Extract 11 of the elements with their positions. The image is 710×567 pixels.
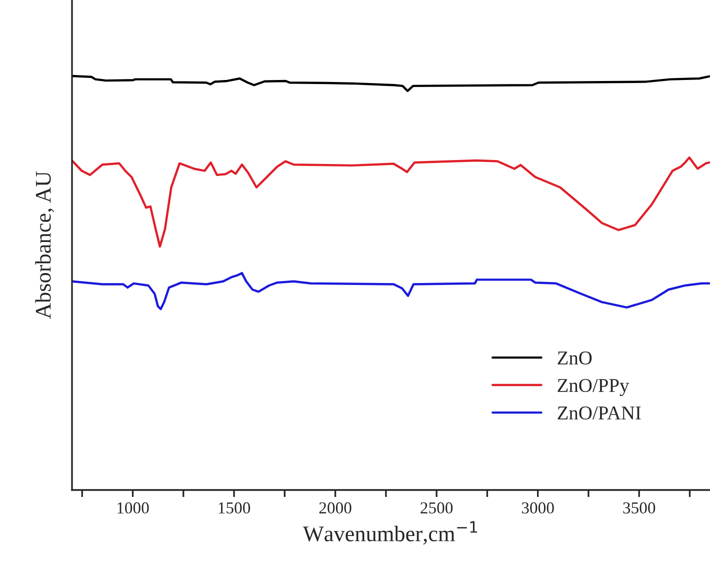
x-tick-label: 2000 — [319, 502, 352, 514]
x-tick-label: 1000 — [118, 502, 149, 514]
legend-label: ZnO — [558, 351, 592, 365]
legend-label: ZnO/PANI — [558, 406, 641, 420]
legend-label: ZnO/PPy — [558, 378, 630, 396]
x-axis-title: Wavenumber,cm$^{−1}$ — [302, 521, 477, 545]
x-tick-label: 3000 — [522, 502, 554, 514]
x-tick-label: 2500 — [420, 502, 453, 514]
y-axis-title: Absorbance, AU — [35, 171, 54, 319]
x-tick-label: 3500 — [623, 502, 656, 514]
x-tick-label: 1500 — [218, 502, 250, 514]
